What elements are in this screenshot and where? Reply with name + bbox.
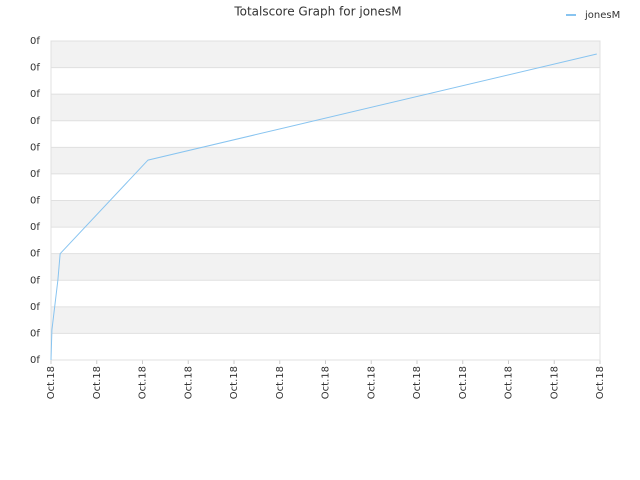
x-tick-label: Oct.18 bbox=[92, 366, 103, 399]
y-tick-label: 0f bbox=[30, 36, 40, 47]
y-tick-label: 0f bbox=[30, 275, 40, 286]
y-tick-label: 0f bbox=[30, 196, 40, 207]
x-tick-label: Oct.18 bbox=[46, 366, 57, 399]
line bbox=[50, 53, 597, 361]
x-tick-label: Oct.18 bbox=[275, 366, 286, 399]
x-tick-label: Oct.18 bbox=[321, 366, 332, 399]
x-tick-label: Oct.18 bbox=[412, 366, 423, 399]
chart-title: Totalscore Graph for jonesM bbox=[233, 5, 401, 19]
x-tick-label: Oct.18 bbox=[138, 366, 149, 399]
x-tick-label: Oct.18 bbox=[366, 366, 377, 399]
y-tick-label: 0f bbox=[30, 249, 40, 260]
band bbox=[51, 200, 600, 228]
x-tick-label: Oct.18 bbox=[183, 366, 194, 399]
y-tick-label: 0f bbox=[30, 355, 40, 366]
y-tick-label: 0f bbox=[30, 222, 40, 233]
y-tick-label: 0f bbox=[30, 302, 40, 313]
x-tick-label: Oct.18 bbox=[229, 366, 240, 399]
x-tick-label: Oct.18 bbox=[549, 366, 560, 399]
y-tick-label: 0f bbox=[30, 142, 40, 153]
y-tick-label: 0f bbox=[30, 328, 40, 339]
y-tick-label: 0f bbox=[30, 89, 40, 100]
legend-label: jonesM bbox=[584, 10, 620, 21]
y-tick-label: 0f bbox=[30, 116, 40, 127]
x-tick-label: Oct.18 bbox=[458, 366, 469, 399]
band bbox=[51, 253, 600, 281]
plot-border bbox=[50, 40, 601, 361]
x-tick-label: Oct.18 bbox=[595, 366, 606, 399]
x-tick-label: Oct.18 bbox=[504, 366, 515, 399]
band bbox=[51, 306, 600, 334]
y-tick-label: 0f bbox=[30, 63, 40, 74]
band bbox=[51, 147, 600, 174]
band bbox=[51, 94, 600, 121]
band bbox=[51, 41, 600, 68]
y-tick-label: 0f bbox=[30, 169, 40, 180]
